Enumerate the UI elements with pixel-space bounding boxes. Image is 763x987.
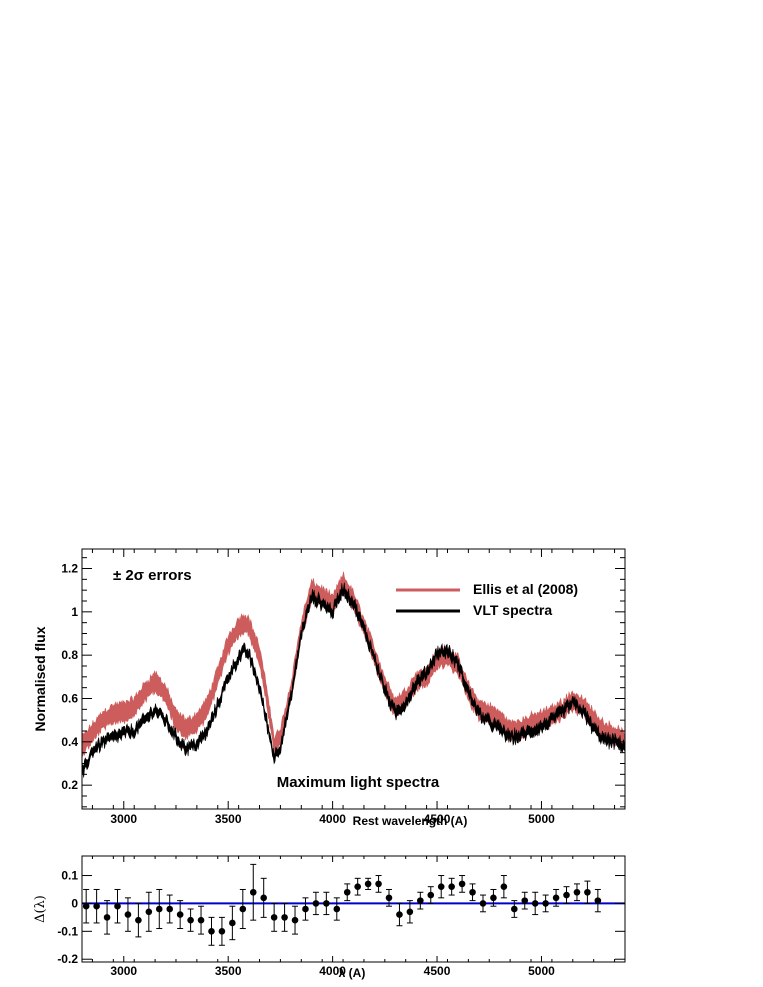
residual-point	[155, 905, 163, 913]
residual-point	[469, 888, 476, 896]
residual-point	[281, 914, 288, 921]
y-tick-label: 1	[71, 605, 78, 619]
x-tick-label: 3000	[110, 812, 137, 826]
residual-point	[166, 905, 174, 913]
residual-point	[93, 902, 100, 910]
residual-point	[458, 880, 466, 888]
residual-point	[479, 900, 487, 907]
residual-point	[385, 894, 393, 902]
vlt-error-band	[82, 582, 625, 778]
center-annotation: Maximum light spectra	[277, 774, 440, 791]
residual-y-tick-label: 0	[71, 896, 78, 910]
x-tick-label: 5000	[528, 812, 555, 826]
spectra-plot-area	[82, 571, 625, 778]
y-tick-label: 0.4	[61, 735, 78, 749]
residual-x-tick-label: 3500	[215, 964, 242, 978]
legend: Ellis et al (2008) VLT spectra	[396, 581, 578, 618]
residual-point	[500, 883, 508, 890]
legend-label-vlt: VLT spectra	[473, 602, 552, 618]
residual-point	[208, 928, 215, 935]
residual-x-tick-label: 3000	[110, 964, 137, 978]
residual-point	[573, 888, 581, 896]
residual-point	[375, 880, 382, 888]
residual-point	[229, 919, 236, 927]
residual-point	[135, 916, 142, 924]
residual-plot-area	[82, 863, 625, 946]
spectra-panel: 3000 3500 4000 4500 5000 0.2 0.4 0.6 0.8 1 1.2 Res…	[32, 548, 626, 828]
residual-point	[354, 883, 361, 890]
residual-point	[260, 894, 267, 902]
residual-point	[291, 916, 299, 924]
y-tick-label: 0.6	[61, 692, 78, 706]
residual-y-tick-label: -0.2	[57, 952, 78, 966]
residual-ticks: 3000 3500 4000 4500 5000 -0.2 -0.1 0 0.1	[57, 856, 625, 978]
residual-point	[103, 914, 111, 921]
y-tick-label: 1.2	[61, 562, 78, 576]
residual-point	[396, 911, 403, 918]
residual-x-tick-label: 4500	[424, 964, 451, 978]
residual-point	[364, 880, 372, 888]
residual-point	[218, 928, 226, 935]
y-tick-label: 0.8	[61, 648, 78, 662]
residual-point	[542, 900, 549, 907]
x-tick-label: 4500	[424, 812, 451, 826]
residual-point	[511, 905, 518, 913]
residual-x-axis-title: λ (A)	[339, 966, 366, 980]
residual-point	[594, 897, 602, 904]
spectra-frame	[81, 548, 626, 810]
residual-point	[343, 888, 351, 896]
residual-x-tick-label: 5000	[528, 964, 555, 978]
x-axis-title: Rest wavelength (A)	[353, 814, 468, 828]
residual-point	[448, 883, 455, 890]
residual-point	[584, 888, 591, 896]
residual-point	[176, 911, 184, 918]
errors-annotation: ± 2σ errors	[113, 567, 192, 584]
residual-point	[249, 888, 257, 896]
residual-point	[552, 894, 560, 902]
residual-y-tick-label: -0.1	[57, 924, 78, 938]
residual-point	[187, 916, 194, 924]
residual-x-tick-label: 4000	[319, 964, 346, 978]
residual-point	[312, 900, 320, 907]
residual-point	[270, 914, 278, 921]
residual-point	[490, 894, 497, 902]
residual-point	[82, 902, 90, 910]
residual-point	[323, 900, 330, 907]
residual-point	[333, 905, 341, 913]
y-axis-title: Normalised flux	[32, 626, 48, 731]
residual-panel: 3000 3500 4000 4500 5000 -0.2 -0.1 0 0.1 λ (A) Δ…	[33, 855, 626, 980]
residual-point	[437, 883, 445, 890]
spectra-ticks: 3000 3500 4000 4500 5000 0.2 0.4 0.6 0.8 1 1.2	[61, 549, 625, 826]
residual-point	[531, 900, 539, 907]
ellis-error-band	[82, 571, 625, 757]
residual-point	[302, 905, 309, 913]
residual-point	[124, 911, 132, 918]
residual-y-axis-title: Δ(λ)	[33, 895, 48, 923]
residual-point	[145, 908, 153, 916]
residual-point	[114, 902, 121, 910]
residual-frame	[81, 855, 626, 963]
residual-point	[427, 891, 435, 899]
residual-point	[239, 905, 247, 913]
residual-y-tick-label: 0.1	[61, 869, 78, 883]
residual-point	[197, 916, 205, 924]
residual-point	[417, 897, 424, 904]
x-tick-label: 4000	[319, 812, 346, 826]
residual-point	[563, 891, 570, 899]
x-tick-label: 3500	[215, 812, 242, 826]
y-tick-label: 0.2	[61, 778, 78, 792]
residual-point	[521, 897, 529, 904]
residual-point	[406, 908, 414, 916]
legend-label-ellis: Ellis et al (2008)	[473, 581, 578, 597]
